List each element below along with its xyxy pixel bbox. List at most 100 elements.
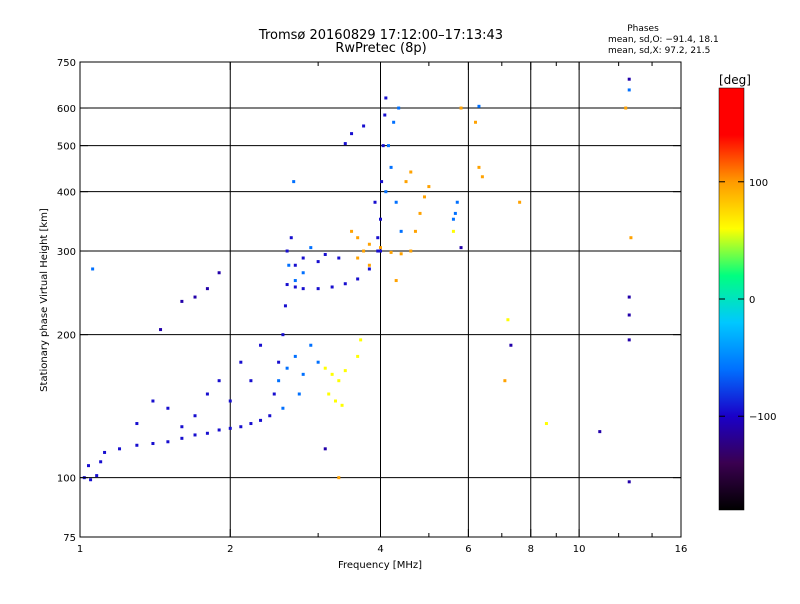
data-point: [376, 249, 380, 253]
data-point: [389, 250, 393, 254]
data-point: [180, 299, 184, 303]
data-point: [228, 426, 232, 430]
data-point: [384, 190, 388, 194]
data-point: [413, 229, 417, 233]
data-point: [333, 399, 337, 403]
data-point: [627, 338, 631, 342]
data-point: [367, 263, 371, 267]
data-point: [228, 399, 232, 403]
data-point: [89, 478, 93, 482]
y-tick-label: 200: [57, 331, 76, 342]
data-point: [95, 474, 99, 478]
data-point: [409, 249, 413, 253]
y-tick-label: 100: [57, 474, 76, 485]
data-point: [193, 414, 197, 418]
grid-lines: [80, 62, 681, 537]
data-point: [381, 144, 385, 148]
data-point: [135, 443, 139, 447]
data-point: [239, 360, 243, 364]
data-point: [379, 246, 382, 250]
data-point: [277, 379, 281, 383]
data-point: [337, 379, 341, 383]
data-point: [629, 236, 633, 240]
data-point: [323, 252, 327, 256]
y-axis-label: Stationary phase Virtual Height [km]: [39, 208, 50, 392]
data-point: [316, 360, 320, 364]
data-point: [330, 285, 334, 289]
data-point: [293, 354, 297, 358]
y-tick-label: 75: [63, 533, 76, 544]
data-point: [418, 211, 422, 215]
data-point: [323, 447, 327, 451]
axis-ticks: 1 2 4 6 8 10 16 75 100 200 300 400 500 600 750: [57, 58, 687, 555]
data-point: [337, 476, 341, 480]
data-point: [166, 440, 170, 444]
y-tick-label: 500: [57, 142, 76, 153]
data-point: [367, 267, 371, 271]
data-point: [392, 120, 396, 124]
data-point: [205, 392, 209, 396]
data-point: [627, 480, 631, 484]
y-tick-label: 750: [57, 58, 76, 69]
data-point: [350, 229, 354, 233]
data-point: [180, 436, 184, 440]
data-point: [249, 379, 253, 383]
data-point: [205, 287, 209, 291]
x-tick-label: 16: [675, 544, 688, 555]
data-point: [259, 343, 263, 347]
data-point: [453, 211, 457, 215]
y-tick-label: 400: [57, 188, 76, 199]
data-point: [293, 263, 297, 267]
x-tick-label: 4: [377, 544, 383, 555]
y-tick-label: 600: [57, 104, 76, 115]
data-point: [384, 96, 388, 100]
data-point: [87, 464, 91, 468]
y-tick-label: 300: [57, 247, 76, 258]
colorbar-label: [deg]: [719, 73, 751, 87]
data-point: [399, 229, 403, 233]
data-point: [281, 333, 285, 337]
data-points: [82, 77, 633, 484]
x-axis-label: Frequency [MHz]: [338, 560, 422, 571]
x-tick-label: 2: [227, 544, 233, 555]
data-point: [337, 256, 341, 260]
data-point: [598, 430, 602, 434]
data-point: [394, 279, 398, 283]
data-point: [99, 460, 103, 464]
data-point: [627, 295, 631, 299]
data-point: [103, 450, 107, 454]
colorbar-ticks: 100 0 −100: [719, 178, 776, 423]
data-point: [340, 403, 344, 407]
data-point: [285, 249, 289, 253]
data-point: [268, 414, 272, 418]
data-point: [376, 236, 380, 240]
data-point: [323, 366, 327, 370]
x-tick-label: 10: [573, 544, 586, 555]
data-point: [301, 372, 305, 376]
data-point: [272, 392, 276, 396]
data-point: [205, 431, 209, 435]
data-point: [518, 200, 522, 204]
x-tick-label: 8: [528, 544, 534, 555]
data-point: [422, 195, 426, 199]
data-point: [455, 200, 459, 204]
data-point: [217, 428, 221, 432]
data-point: [292, 180, 296, 184]
data-point: [459, 106, 463, 110]
data-point: [459, 246, 463, 250]
data-point: [259, 418, 263, 422]
chart-subtitle: RwPretec (8p): [335, 41, 426, 56]
data-point: [544, 422, 548, 426]
data-point: [477, 104, 481, 108]
data-point: [506, 318, 510, 322]
data-point: [362, 249, 366, 253]
data-point: [356, 236, 360, 240]
data-point: [477, 165, 481, 169]
data-point: [193, 295, 197, 299]
data-point: [399, 252, 403, 256]
data-point: [359, 338, 363, 342]
data-point: [316, 287, 320, 291]
